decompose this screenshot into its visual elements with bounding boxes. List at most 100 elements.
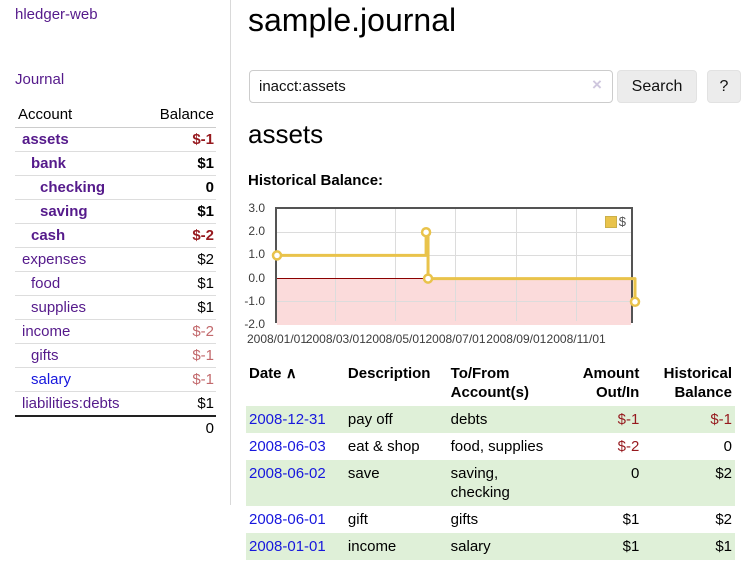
sidebar-account-supplies[interactable]: supplies: [15, 295, 145, 320]
transaction-amount: 0: [631, 465, 640, 482]
account-balance: $-1: [192, 131, 214, 148]
x-axis-tick-label: 2008/07/01: [425, 332, 486, 346]
chart-legend: $: [603, 214, 627, 229]
y-axis-tick-label: -1.0: [244, 293, 265, 308]
account-balance: 0: [144, 175, 216, 200]
sidebar-account-cash[interactable]: cash: [15, 223, 145, 248]
transaction-accounts: saving, checking: [450, 465, 510, 501]
sidebar: hledger-web Journal Account Balance asse…: [0, 0, 231, 505]
transaction-balance: $2: [715, 465, 732, 482]
legend-swatch-icon: [604, 215, 617, 228]
chart-heading: Historical Balance:: [248, 172, 384, 189]
account-row: expenses $2: [15, 247, 216, 272]
accounts-table: Account Balance assets $-1 bank $1 check…: [15, 103, 216, 440]
transaction-balance: $-1: [710, 411, 732, 428]
sort-ascending-icon: ∧: [285, 365, 297, 382]
account-column-header: Account: [15, 103, 145, 128]
accounts-table-header-row: Account Balance: [15, 103, 216, 128]
account-balance: $1: [144, 295, 216, 320]
amount-column-header: Amount Out/In: [582, 365, 640, 401]
account-row: saving $1: [15, 199, 216, 224]
chart-series-line: [271, 226, 641, 308]
y-axis-tick-label: -2.0: [244, 317, 265, 331]
account-row: assets $-1: [15, 128, 216, 152]
transaction-description: pay off: [347, 411, 393, 428]
description-column-header: Description: [347, 365, 431, 382]
sidebar-account-income[interactable]: income: [15, 319, 145, 344]
chart-gridline-v: [455, 209, 456, 321]
sidebar-account-salary[interactable]: salary: [15, 367, 145, 392]
brand-link[interactable]: hledger-web: [15, 6, 98, 23]
account-balance: $1: [144, 199, 216, 224]
sidebar-account-bank[interactable]: bank: [15, 151, 145, 176]
y-axis-tick-label: 3.0: [248, 201, 265, 215]
account-row: liabilities:debts $1: [15, 391, 216, 416]
account-balance: $-1: [144, 343, 216, 368]
y-axis-tick-label: 1.0: [248, 247, 265, 262]
account-row: salary $-1: [15, 367, 216, 392]
account-row: income $-2: [15, 319, 216, 344]
sidebar-account-assets[interactable]: assets: [22, 131, 69, 148]
account-balance: $1: [144, 271, 216, 296]
date-column-header[interactable]: Date ∧: [249, 365, 297, 382]
transaction-date-link[interactable]: 2008-06-02: [249, 465, 326, 482]
transaction-amount: $-1: [617, 411, 640, 428]
chart-gridline-v: [335, 209, 337, 321]
account-row: checking 0: [15, 175, 216, 200]
account-balance: $1: [144, 391, 216, 416]
search-button[interactable]: Search: [617, 70, 697, 103]
transaction-row: 2008-06-02 save saving, checking 0 $2: [246, 460, 735, 506]
sidebar-account-food[interactable]: food: [15, 271, 145, 296]
x-axis-tick-label: 2008/01/01: [246, 332, 308, 346]
transaction-amount: $1: [622, 538, 640, 555]
account-row: food $1: [15, 271, 216, 296]
x-axis-tick-label: 2008/09/01: [486, 332, 547, 346]
chart-gridline-h: [277, 231, 631, 233]
clear-search-icon[interactable]: ×: [592, 75, 602, 94]
balance-column-header: Balance: [144, 103, 216, 128]
transaction-balance: $1: [715, 538, 732, 555]
account-row: supplies $1: [15, 295, 216, 320]
sidebar-account-liabilities-debts[interactable]: liabilities:debts: [15, 391, 145, 416]
transaction-row: 2008-06-03 eat & shop food, supplies $-2…: [246, 433, 735, 460]
account-title: assets: [248, 119, 324, 149]
transaction-date-link[interactable]: 2008-12-31: [249, 411, 326, 428]
historical-balance-chart: $ 3.0 2.0 1.0 0.0 -1.0 -2.0 2008/01/01 2008/03/…: [244, 201, 641, 346]
chart-gridline-v: [395, 209, 397, 321]
transaction-description: income: [347, 538, 397, 555]
transaction-accounts: salary: [450, 538, 491, 555]
sidebar-account-expenses[interactable]: expenses: [15, 247, 145, 272]
transaction-description: gift: [347, 511, 368, 528]
account-balance: $-1: [144, 367, 216, 392]
transaction-row: 2008-01-01 income salary $1 $1: [246, 533, 735, 560]
transaction-date-link[interactable]: 2008-01-01: [249, 538, 326, 555]
y-axis-tick-label: 2.0: [248, 224, 265, 239]
register-table: Date ∧ Description To/From Account(s) Am…: [246, 360, 735, 560]
account-balance: $-2: [144, 319, 216, 344]
account-row: gifts $-1: [15, 343, 216, 368]
x-axis-tick-label: 2008/05/01: [365, 332, 426, 346]
total-spacer: [15, 415, 145, 440]
transaction-accounts: debts: [450, 411, 488, 428]
sidebar-account-checking[interactable]: checking: [15, 175, 145, 200]
transaction-accounts: gifts: [450, 511, 479, 528]
transaction-row: 2008-12-31 pay off debts $-1 $-1: [246, 406, 735, 433]
legend-label: $: [618, 214, 626, 229]
register-header-row: Date ∧ Description To/From Account(s) Am…: [246, 360, 735, 406]
page-title: sample.journal: [248, 2, 457, 38]
help-button[interactable]: ?: [707, 70, 741, 103]
transaction-date-link[interactable]: 2008-06-03: [249, 438, 326, 455]
sidebar-item-journal[interactable]: Journal: [15, 71, 65, 88]
account-row: bank $1: [15, 151, 216, 176]
chart-gridline-h: [277, 254, 631, 256]
sidebar-account-saving[interactable]: saving: [15, 199, 145, 224]
sidebar-account-gifts[interactable]: gifts: [15, 343, 145, 368]
account-balance: $-2: [144, 223, 216, 248]
transaction-balance: $2: [715, 511, 732, 528]
transaction-accounts: food, supplies: [450, 438, 544, 455]
accounts-total-row: 0: [15, 415, 216, 440]
transaction-date-link[interactable]: 2008-06-01: [249, 511, 326, 528]
search-input[interactable]: [249, 70, 613, 103]
transaction-amount: $-2: [617, 438, 640, 455]
transaction-description: eat & shop: [347, 438, 420, 455]
